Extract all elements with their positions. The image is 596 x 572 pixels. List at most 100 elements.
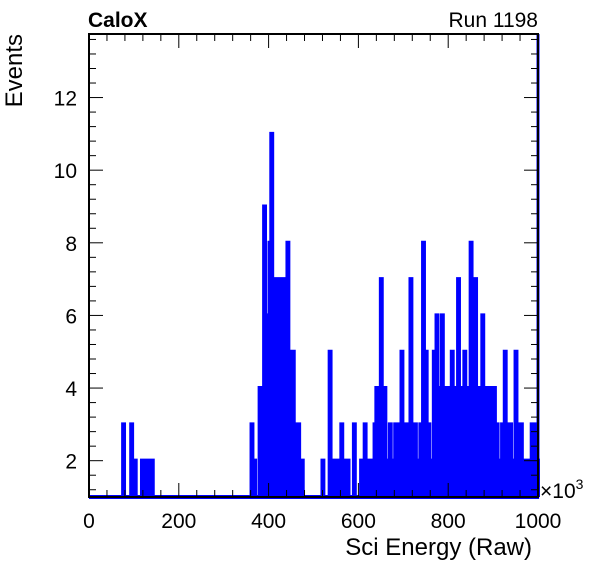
histogram-bin <box>524 461 525 497</box>
histogram-bin <box>393 461 394 497</box>
histogram-bin <box>271 134 272 497</box>
histogram-bin <box>252 424 253 497</box>
histogram-bin <box>479 424 480 497</box>
histogram-bin <box>445 424 446 497</box>
plot-frame <box>88 33 539 498</box>
histogram-bin <box>426 352 427 497</box>
histogram-bin <box>298 424 299 497</box>
histogram-bin <box>516 352 517 497</box>
histogram-bin <box>148 461 149 497</box>
histogram-bin <box>481 388 482 497</box>
histogram-bin <box>286 388 287 497</box>
x-axis-title: Sci Energy (Raw) <box>345 534 532 561</box>
histogram-bin <box>275 352 276 497</box>
histogram-bin <box>135 461 136 497</box>
histogram-bin <box>344 461 345 497</box>
x-tick-label: 800 <box>431 510 466 533</box>
histogram-bin <box>499 461 500 497</box>
histogram-bin <box>505 352 506 497</box>
histogram-bin <box>463 388 464 497</box>
histogram-bin <box>477 388 478 497</box>
histogram-bin <box>472 424 473 497</box>
histogram-bin <box>334 461 335 497</box>
histogram-bin <box>354 424 355 497</box>
histogram-bin <box>513 461 514 497</box>
histogram-bin <box>409 461 410 497</box>
histogram-bin <box>387 461 388 497</box>
histogram-bin <box>466 424 467 497</box>
histogram-bin <box>437 315 438 497</box>
header-right-label: Run 1198 <box>448 9 538 32</box>
histogram-bin <box>471 243 472 497</box>
histogram-bin <box>510 424 511 497</box>
data-series <box>89 34 540 499</box>
histogram-bin <box>521 424 522 497</box>
histogram-bin <box>475 279 476 497</box>
histogram-bin <box>529 461 530 497</box>
histogram-bin <box>415 424 416 497</box>
histogram-bin <box>365 424 366 497</box>
histogram-bin <box>446 388 447 497</box>
histogram-bin <box>268 388 269 497</box>
histogram-bin <box>449 388 450 497</box>
histogram-bin <box>261 424 262 497</box>
axes: 0 200 400 600 800 1000 2 4 6 8 10 12 <box>54 34 562 533</box>
y-tick-label: 8 <box>65 233 77 256</box>
histogram-bin <box>390 424 391 497</box>
x-tick-label: 200 <box>161 510 196 533</box>
histogram-bin <box>291 388 292 497</box>
histogram-bin <box>507 424 508 497</box>
histogram-bin <box>254 461 255 497</box>
histogram-bin <box>379 461 380 497</box>
histogram-bin <box>484 388 485 497</box>
y-tick-label: 10 <box>54 160 77 183</box>
histogram-bin <box>490 461 491 497</box>
histogram-bin <box>442 315 443 497</box>
histogram-bin <box>375 424 376 497</box>
histogram-bin <box>338 461 339 497</box>
histogram-bin <box>370 461 371 497</box>
histogram-bin <box>428 424 429 497</box>
histogram-bin <box>518 424 519 497</box>
histogram-bin <box>381 279 382 497</box>
x-tick-label: 1000 <box>515 510 562 533</box>
histogram-bin <box>280 279 281 497</box>
histogram-bin <box>260 388 261 497</box>
histogram-bin <box>287 243 288 497</box>
histogram-bin <box>454 388 455 497</box>
histogram-bin <box>266 315 267 497</box>
histogram-bin <box>410 279 411 497</box>
histogram-bin <box>383 424 384 497</box>
histogram-bin <box>384 388 385 497</box>
histogram-bin <box>494 388 495 497</box>
histogram-bin <box>296 461 297 497</box>
histogram-bin <box>278 352 279 497</box>
histogram-bin <box>361 461 362 497</box>
histogram-bin <box>491 388 492 497</box>
histogram-bin <box>461 461 462 497</box>
histogram-bin <box>152 461 153 497</box>
histogram-bin <box>486 424 487 497</box>
histogram-bin <box>439 388 440 497</box>
histogram-bin <box>526 461 527 497</box>
y-tick-label: 6 <box>65 305 77 328</box>
histogram-bin <box>277 279 278 497</box>
histogram-bin <box>284 279 285 497</box>
histogram-bin <box>330 352 331 497</box>
histogram-bin <box>402 352 403 497</box>
histogram-bin <box>488 388 489 497</box>
histogram-bin <box>482 315 483 497</box>
histogram-bin <box>376 388 377 497</box>
y-tick-label: 2 <box>65 451 77 474</box>
histogram-bin <box>289 352 290 497</box>
histogram-bin <box>131 424 132 497</box>
histogram-bin <box>452 352 453 497</box>
histogram-bin <box>302 461 303 497</box>
histogram-bin <box>434 352 435 497</box>
histogram-bin <box>348 461 349 497</box>
histogram-bin <box>469 388 470 497</box>
y-tick-label: 4 <box>65 378 77 401</box>
histogram-bin <box>431 461 432 497</box>
histogram-bin <box>264 206 265 497</box>
x-tick-label: 600 <box>341 510 376 533</box>
